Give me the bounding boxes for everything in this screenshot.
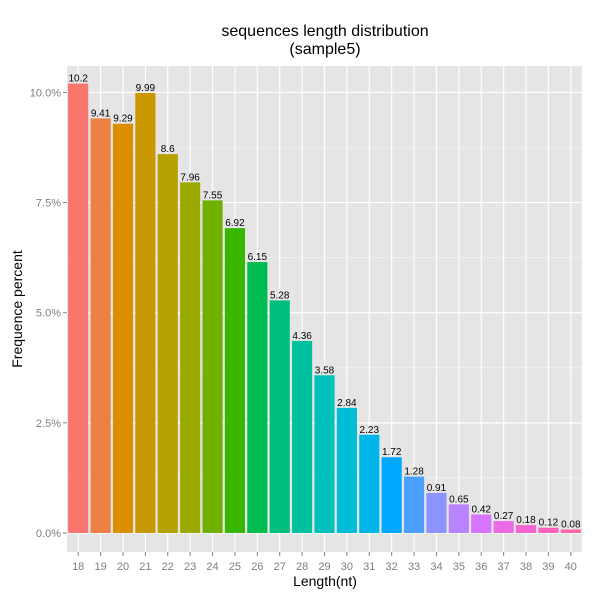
data-label-29: 3.58: [315, 365, 335, 376]
x-tick-label: 32: [386, 561, 398, 573]
x-tick-label: 18: [72, 561, 84, 573]
y-tick-label: 5.0%: [36, 308, 61, 320]
x-tick-label: 39: [542, 561, 554, 573]
bar-39: [538, 527, 559, 533]
x-tick-label: 19: [94, 561, 106, 573]
chart-title: sequences length distribution: [221, 23, 428, 40]
data-label-20: 9.29: [113, 114, 133, 125]
bar-38: [515, 525, 537, 533]
data-label-38: 0.18: [516, 515, 536, 526]
bar-27: [269, 300, 290, 533]
data-label-35: 0.65: [449, 494, 469, 505]
bars: [68, 83, 581, 534]
data-label-39: 0.12: [539, 518, 559, 529]
data-label-23: 7.96: [180, 172, 200, 183]
x-tick-label: 37: [498, 561, 510, 573]
bar-31: [359, 434, 380, 533]
x-tick-label: 29: [318, 561, 330, 573]
chart-subtitle: (sample5): [289, 41, 360, 58]
x-tick-label: 28: [296, 561, 308, 573]
data-label-26: 6.15: [248, 252, 268, 263]
y-axis-ticks: 0.0% 2.5% 5.0% 7.5% 10.0%: [30, 87, 67, 540]
data-label-33: 1.28: [404, 467, 424, 478]
data-label-31: 2.23: [360, 425, 380, 436]
x-tick-label: 26: [251, 561, 263, 573]
data-label-21: 9.99: [136, 83, 156, 94]
data-label-34: 0.91: [427, 483, 447, 494]
bar-20: [112, 123, 134, 534]
data-label-19: 9.41: [91, 108, 111, 119]
bar-19: [90, 118, 111, 533]
x-tick-label: 24: [206, 561, 218, 573]
y-tick-label: 7.5%: [36, 198, 61, 210]
y-tick-label: 0.0%: [36, 528, 61, 540]
x-tick-label: 33: [408, 561, 420, 573]
bar-22: [157, 154, 178, 533]
bar-25: [224, 228, 246, 533]
x-tick-label: 23: [184, 561, 196, 573]
data-label-27: 5.28: [270, 290, 290, 301]
y-tick-label: 10.0%: [30, 87, 61, 99]
bar-18: [68, 83, 89, 533]
data-label-28: 4.36: [292, 331, 312, 342]
data-label-22: 8.6: [161, 144, 175, 155]
x-tick-label: 36: [475, 561, 487, 573]
x-tick-label: 21: [139, 561, 151, 573]
x-tick-label: 40: [565, 561, 577, 573]
bar-33: [403, 476, 425, 533]
data-label-37: 0.27: [494, 511, 514, 522]
bar-35: [448, 504, 469, 533]
y-tick-label: 2.5%: [36, 418, 61, 430]
bar-23: [180, 182, 201, 533]
bar-37: [493, 521, 514, 533]
x-tick-label: 20: [117, 561, 129, 573]
y-axis-title: Frequence percent: [9, 250, 25, 368]
data-label-30: 2.84: [337, 398, 357, 409]
bar-21: [135, 92, 156, 534]
x-tick-label: 34: [430, 561, 442, 573]
bar-26: [247, 262, 268, 533]
bar-28: [292, 340, 313, 533]
bar-30: [336, 407, 357, 533]
data-label-32: 1.72: [382, 447, 402, 458]
x-tick-label: 22: [162, 561, 174, 573]
data-labels: 10.2 9.41 9.29 9.99 8.6 7.967.55 6.92 6.15 5.28 4…: [68, 74, 581, 531]
bar-29: [314, 375, 335, 533]
data-label-18: 10.2: [68, 74, 88, 85]
x-tick-label: 31: [363, 561, 375, 573]
x-tick-label: 35: [453, 561, 465, 573]
x-tick-label: 27: [274, 561, 286, 573]
data-label-40: 0.08: [561, 519, 581, 530]
bar-32: [381, 457, 402, 533]
x-tick-label: 30: [341, 561, 353, 573]
x-tick-label: 25: [229, 561, 241, 573]
data-label-24: 7.55: [203, 190, 223, 201]
x-axis-title: Length(nt): [293, 573, 357, 589]
x-tick-label: 38: [520, 561, 532, 573]
data-label-25: 6.92: [225, 218, 245, 229]
bar-34: [426, 492, 447, 533]
bar-24: [202, 200, 223, 534]
data-label-36: 0.42: [472, 504, 492, 515]
bar-40: [560, 529, 581, 533]
x-axis-ticks: 18 19 20 21 22 23 24 25 26 27 28 29 30 31 32 33 34 35 36 37…: [72, 552, 577, 573]
bar-36: [471, 514, 492, 533]
